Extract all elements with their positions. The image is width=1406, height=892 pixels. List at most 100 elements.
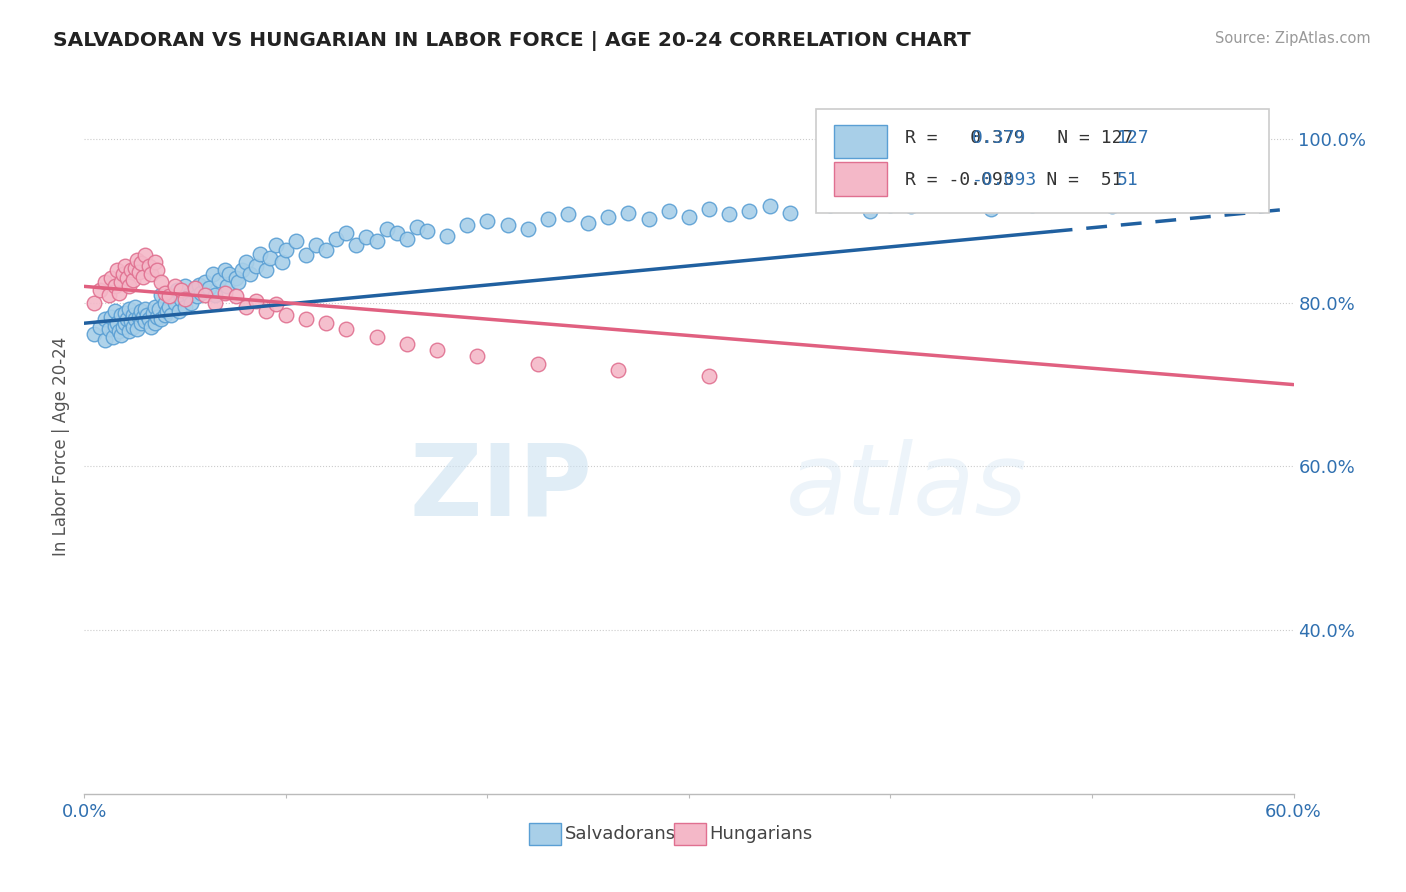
Point [174, 279, 197, 293]
Point [153, 295, 176, 310]
Point [124, 300, 146, 314]
Point [1000, 189, 1022, 203]
Point [97, 322, 120, 336]
Point [110, 275, 132, 289]
Point [125, 322, 148, 336]
Point [598, 210, 620, 224]
Point [139, 320, 162, 334]
FancyBboxPatch shape [815, 109, 1270, 213]
Point [231, 263, 253, 277]
Point [900, 199, 922, 213]
Point [385, 226, 408, 240]
Point [366, 235, 388, 249]
Point [156, 304, 179, 318]
Point [214, 263, 236, 277]
Point [121, 320, 143, 334]
Point [107, 285, 129, 300]
Point [105, 316, 128, 330]
Y-axis label: In Labor Force | Age 20-24: In Labor Force | Age 20-24 [52, 336, 70, 556]
Point [146, 310, 169, 324]
Point [129, 304, 152, 318]
Text: ZIP: ZIP [409, 439, 592, 536]
Point [170, 284, 193, 298]
Text: 51: 51 [1116, 170, 1139, 188]
Point [366, 330, 388, 344]
Point [356, 230, 378, 244]
Point [557, 207, 579, 221]
Point [295, 312, 318, 326]
Point [456, 218, 478, 232]
Point [607, 363, 630, 377]
Point [305, 238, 328, 252]
Point [188, 277, 211, 292]
Point [818, 197, 841, 211]
Point [259, 251, 281, 265]
Point [315, 243, 337, 257]
Point [335, 226, 357, 240]
Point [138, 259, 160, 273]
Point [184, 284, 207, 298]
Text: Source: ZipAtlas.com: Source: ZipAtlas.com [1215, 31, 1371, 46]
Point [239, 267, 262, 281]
Point [346, 238, 368, 252]
Point [295, 248, 318, 262]
Point [264, 238, 287, 252]
Point [186, 289, 208, 303]
Point [93, 275, 115, 289]
Point [477, 214, 499, 228]
Point [135, 308, 157, 322]
Point [315, 316, 337, 330]
Point [132, 310, 155, 324]
Point [111, 267, 134, 281]
Point [148, 302, 170, 317]
Point [527, 357, 550, 371]
Point [235, 255, 257, 269]
Point [174, 300, 197, 314]
Point [170, 292, 193, 306]
Text: Salvadorans: Salvadorans [564, 825, 675, 843]
Point [1241, 186, 1264, 200]
Point [174, 292, 197, 306]
Point [134, 302, 156, 317]
Point [129, 256, 152, 270]
Point [467, 349, 489, 363]
Text: 127: 127 [1116, 129, 1150, 147]
Point [190, 285, 212, 300]
Point [149, 287, 172, 301]
Point [779, 205, 801, 219]
Point [416, 224, 439, 238]
Point [1021, 197, 1043, 211]
Point [97, 287, 120, 301]
Point [939, 195, 962, 210]
Point [179, 287, 201, 301]
Point [1181, 195, 1204, 210]
Point [245, 259, 267, 273]
Point [100, 271, 122, 285]
Point [218, 267, 240, 281]
Point [274, 308, 297, 322]
Point [162, 287, 184, 301]
Text: R =   0.379   N = 127: R = 0.379 N = 127 [905, 129, 1133, 147]
Point [166, 284, 188, 298]
Point [249, 246, 271, 260]
Point [1222, 191, 1244, 205]
Point [235, 300, 257, 314]
Point [325, 232, 347, 246]
Point [114, 259, 136, 273]
Point [395, 336, 418, 351]
Point [114, 305, 136, 319]
Point [980, 202, 1002, 216]
Point [149, 275, 172, 289]
Point [104, 279, 127, 293]
Point [124, 312, 146, 326]
Point [879, 197, 901, 211]
Point [121, 273, 143, 287]
Point [104, 304, 127, 318]
Point [89, 284, 111, 298]
Point [264, 297, 287, 311]
Point [274, 243, 297, 257]
Point [436, 228, 458, 243]
Point [738, 204, 761, 219]
Text: -0.093: -0.093 [972, 170, 1038, 188]
Point [254, 304, 277, 318]
